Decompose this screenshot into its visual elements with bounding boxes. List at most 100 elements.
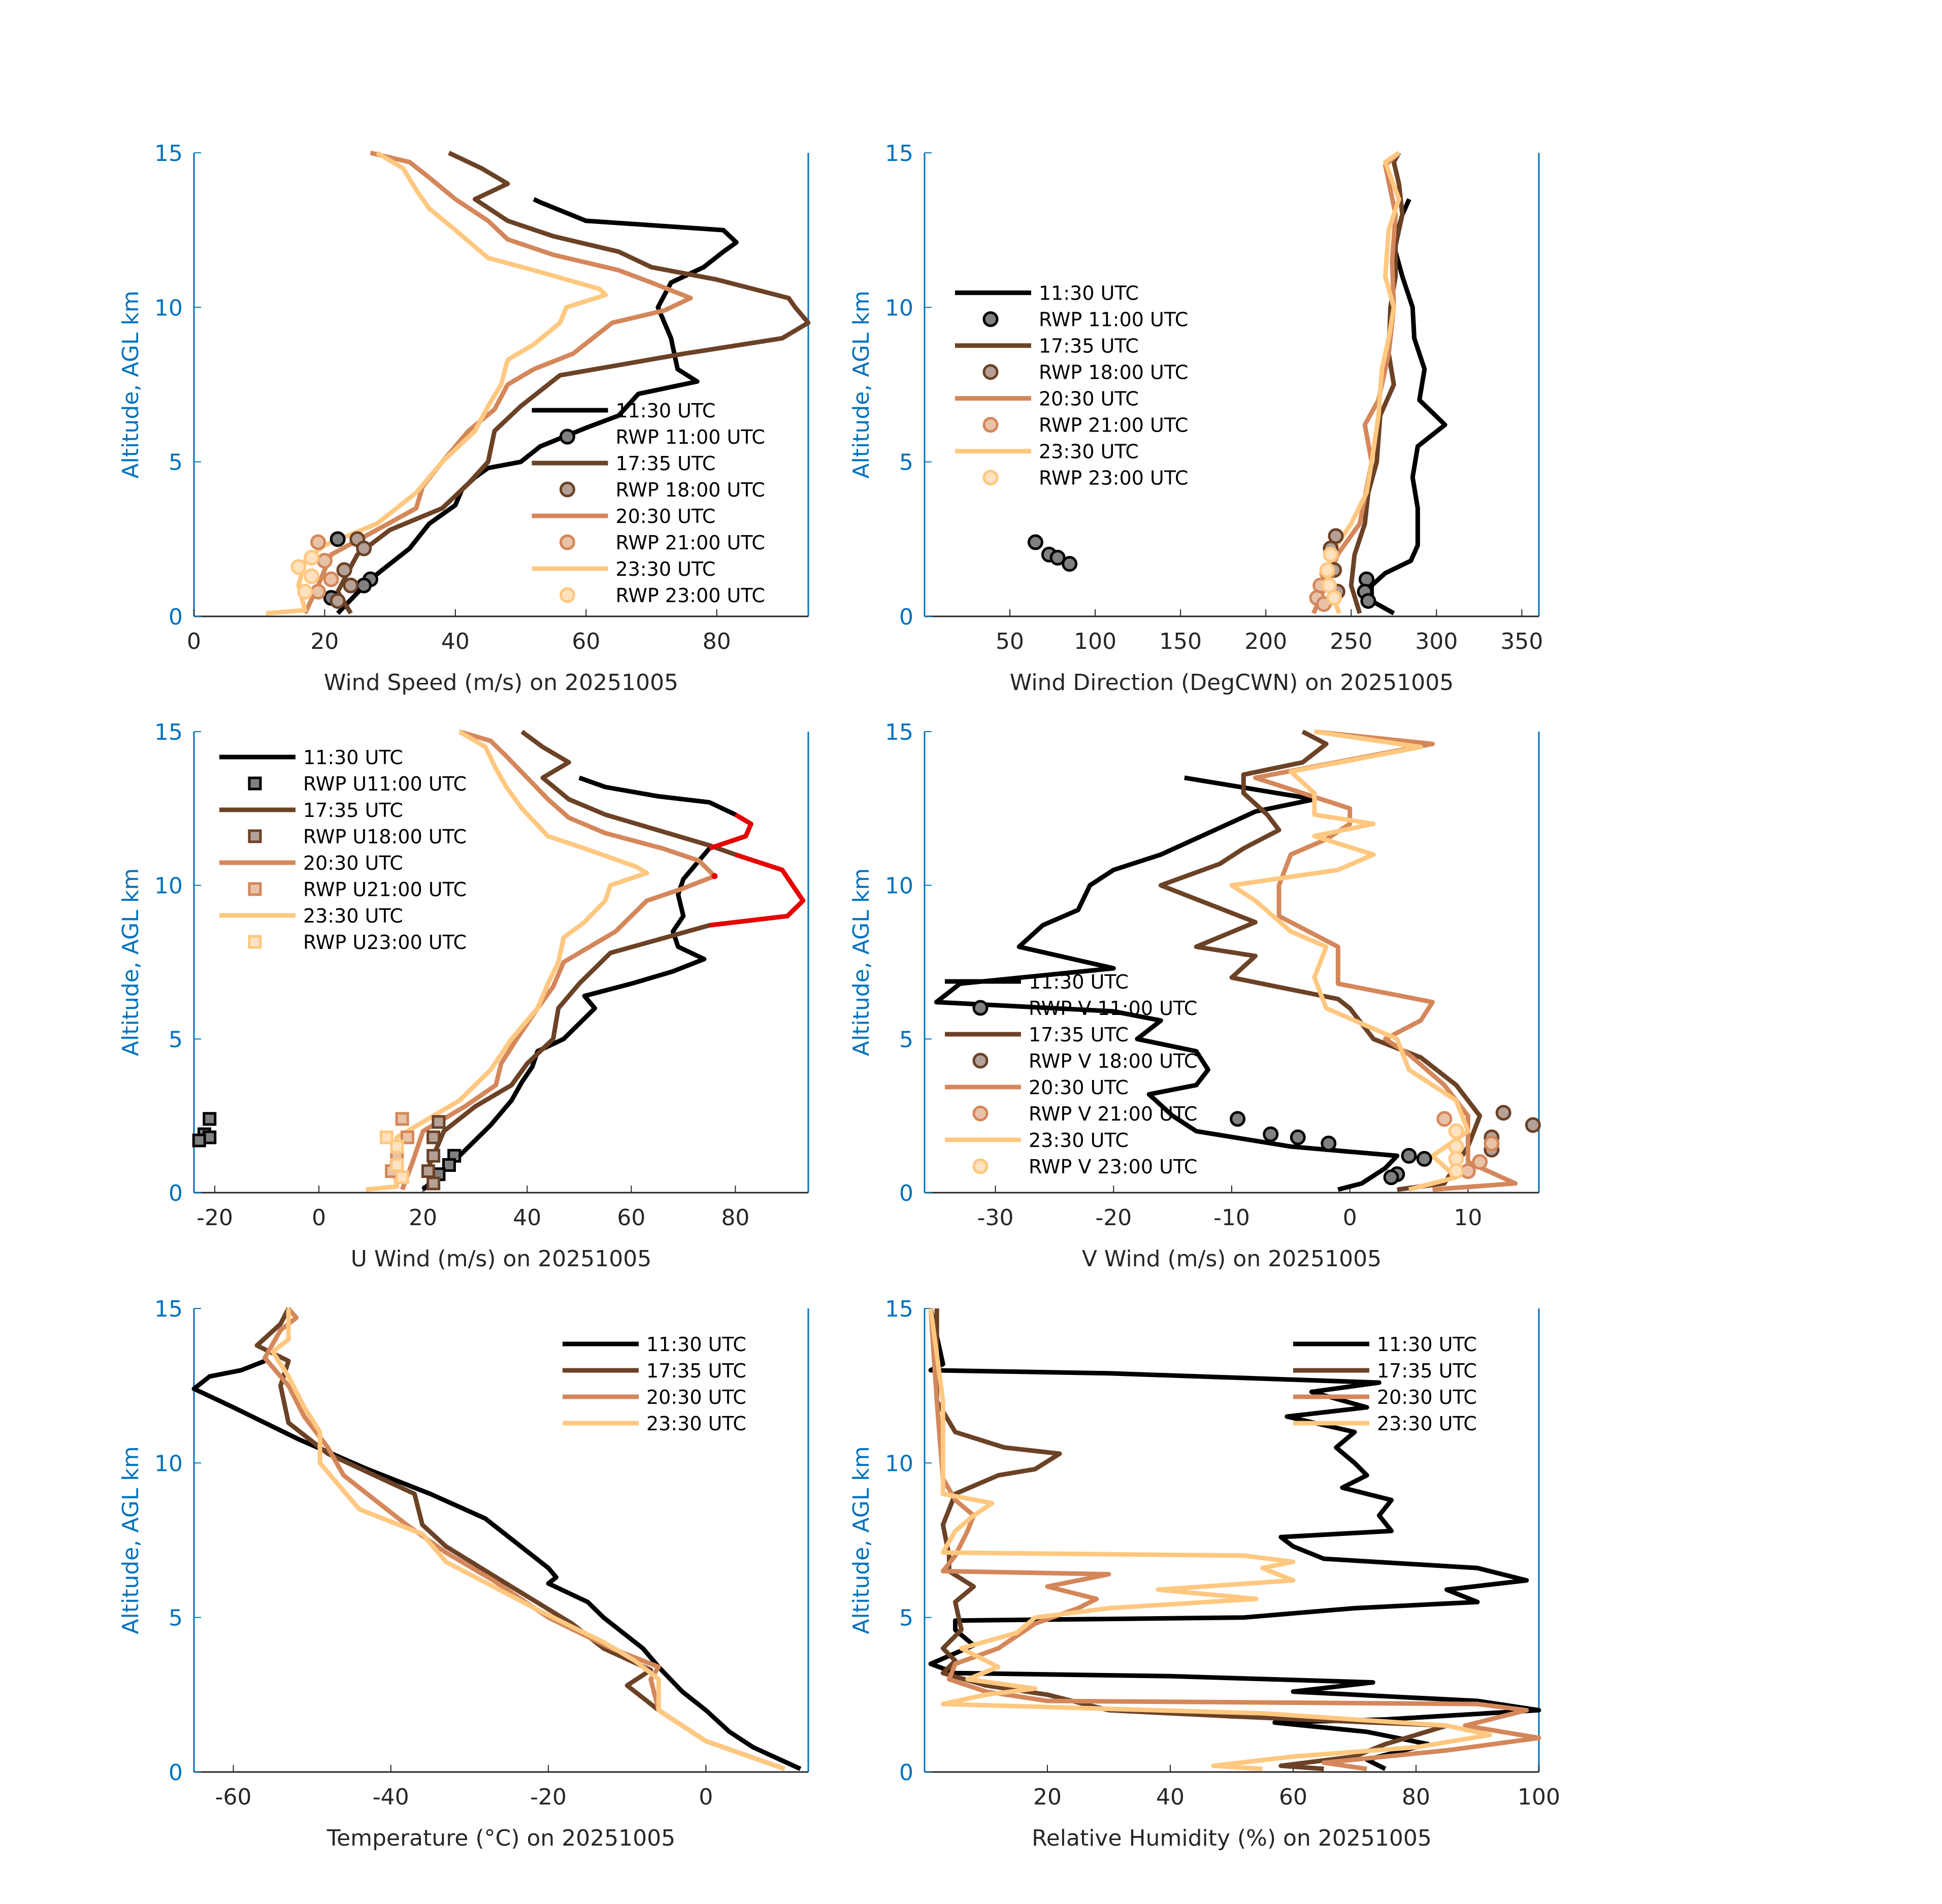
- u-wind-rwp-marker: [379, 1130, 393, 1144]
- v-wind-legend-marker: [972, 1105, 989, 1122]
- wind-direction-x-label: Wind Direction (DegCWN) on 20251005: [1010, 670, 1454, 696]
- wind-speed-rwp-marker: [356, 577, 372, 594]
- u-wind-rwp-marker: [192, 1133, 206, 1147]
- temperature-y-tick-label: 0: [169, 1760, 183, 1786]
- panel-temperature: -60 -40 -20 0 0 5 10 15 Temperature (°C) on 2025…: [118, 1296, 809, 1851]
- v-wind-rwp-marker: [1230, 1111, 1246, 1127]
- temperature-legend: 11:30 UTC 17:35 UTC 20:30 UTC 23:30 UTC: [563, 1333, 746, 1435]
- wind-direction-rwp-marker: [1323, 546, 1339, 563]
- u-wind-y-tick-label: 5: [169, 1027, 183, 1053]
- wind-speed-rwp-marker: [290, 559, 307, 575]
- temperature-x-tick-label: -20: [530, 1784, 567, 1810]
- u-wind-legend-marker: [248, 776, 262, 791]
- v-wind-rwp-marker: [1472, 1154, 1488, 1170]
- u-wind-x-tick-label: 80: [721, 1205, 749, 1231]
- v-wind-rwp-marker: [1383, 1169, 1399, 1186]
- v-wind-x-tick-label: 10: [1454, 1205, 1482, 1231]
- v-wind-legend-label: 20:30 UTC: [1029, 1076, 1129, 1099]
- v-wind-legend-label: RWP V 18:00 UTC: [1029, 1050, 1197, 1072]
- v-wind-x-label: V Wind (m/s) on 20251005: [1082, 1246, 1381, 1272]
- wind-direction-x-tick-label: 150: [1159, 629, 1202, 654]
- relative-humidity-legend-label: 11:30 UTC: [1377, 1333, 1477, 1356]
- wind-speed-legend-marker: [559, 429, 575, 445]
- wind-direction-legend-marker: [982, 417, 999, 433]
- wind-speed-rwp-marker: [310, 534, 326, 550]
- u-wind-legend-label: RWP U11:00 UTC: [303, 773, 467, 795]
- u-wind-rwp-marker: [426, 1176, 441, 1191]
- u-wind-legend-label: 17:35 UTC: [303, 799, 403, 822]
- v-wind-x-tick-label: -30: [977, 1205, 1014, 1231]
- v-wind-y-tick-label: 15: [885, 719, 913, 745]
- wind-direction-x-tick-label: 250: [1330, 629, 1372, 654]
- u-wind-y-tick-label: 15: [154, 719, 183, 745]
- v-wind-y-label: Altitude, AGL km: [848, 868, 874, 1056]
- v-wind-x-tick-label: -20: [1095, 1205, 1132, 1231]
- wind-direction-rwp-marker: [1319, 562, 1335, 578]
- v-wind-rwp-marker: [1401, 1147, 1417, 1164]
- wind-direction-legend-label: RWP 21:00 UTC: [1039, 414, 1188, 437]
- v-wind-rwp-marker: [1436, 1111, 1453, 1127]
- wind-direction-legend-marker: [982, 364, 999, 380]
- relative-humidity-series-2330: [928, 1308, 1492, 1771]
- temperature-plot-area: [191, 1307, 802, 1771]
- relative-humidity-x-label: Relative Humidity (%) on 20251005: [1032, 1825, 1432, 1851]
- temperature-y-tick-label: 5: [169, 1605, 183, 1631]
- v-wind-legend-label: 23:30 UTC: [1029, 1129, 1129, 1152]
- u-wind-legend-marker: [248, 935, 262, 949]
- v-wind-plot-area: [934, 729, 1541, 1192]
- wind-speed-rwp-marker: [304, 549, 320, 566]
- u-wind-rwp-marker: [390, 1158, 404, 1172]
- panel-u-wind: -20 0 20 40 60 80 0 5 10 15 U Wind (m/s) on 202510…: [118, 719, 809, 1272]
- wind-direction-series-2330: [1327, 151, 1401, 614]
- u-wind-rwp-marker: [421, 1164, 435, 1178]
- wind-speed-rwp-marker: [323, 571, 339, 587]
- wind-direction-legend-label: 20:30 UTC: [1039, 388, 1139, 410]
- v-wind-legend-label: 17:35 UTC: [1029, 1024, 1129, 1046]
- wind-speed-y-tick-label: 15: [154, 141, 183, 167]
- v-wind-rwp-marker: [1448, 1163, 1464, 1179]
- wind-speed-x-tick-label: 20: [310, 629, 339, 654]
- u-wind-legend-label: RWP U21:00 UTC: [303, 878, 467, 901]
- temperature-series-2030: [262, 1307, 785, 1771]
- v-wind-x-tick-label: -10: [1213, 1205, 1250, 1231]
- wind-speed-legend-label: 20:30 UTC: [616, 505, 716, 528]
- u-wind-rwp-marker: [400, 1130, 414, 1144]
- temperature-series-1130: [191, 1359, 802, 1771]
- relative-humidity-series-1735: [934, 1308, 1449, 1771]
- relative-humidity-y-tick-label: 5: [899, 1605, 913, 1631]
- wind-direction-legend-marker: [982, 311, 999, 327]
- u-wind-rwp-marker: [395, 1112, 409, 1126]
- v-wind-y-tick-label: 5: [899, 1027, 913, 1053]
- wind-speed-legend-label: RWP 11:00 UTC: [616, 426, 765, 448]
- u-wind-rwp-marker: [395, 1170, 409, 1185]
- wind-speed-rwp-marker: [330, 593, 346, 609]
- relative-humidity-legend-label: 23:30 UTC: [1377, 1413, 1477, 1435]
- wind-speed-legend-marker: [559, 481, 575, 498]
- temperature-y-tick-label: 10: [154, 1451, 183, 1476]
- u-wind-y-tick-label: 0: [169, 1180, 183, 1206]
- v-wind-series-2330: [1229, 729, 1470, 1192]
- u-wind-highlight-mark: [711, 873, 718, 879]
- temperature-legend-label: 17:35 UTC: [646, 1360, 746, 1382]
- u-wind-x-label: U Wind (m/s) on 20251005: [351, 1246, 651, 1272]
- temperature-x-tick-label: -40: [373, 1784, 409, 1810]
- wind-direction-legend-label: RWP 23:00 UTC: [1039, 467, 1188, 489]
- wind-speed-rwp-marker: [336, 562, 352, 578]
- u-wind-y-tick-label: 10: [154, 873, 183, 899]
- u-wind-highlight-segment: [708, 812, 753, 851]
- temperature-x-label: Temperature (°C) on 20251005: [326, 1825, 676, 1851]
- u-wind-highlight-segment: [709, 852, 806, 928]
- v-wind-rwp-marker: [1448, 1123, 1464, 1139]
- wind-speed-rwp-marker: [304, 568, 320, 584]
- panel-v-wind: -30 -20 -10 0 10 0 5 10 15 V Wind (m/s) on 202510…: [848, 719, 1541, 1272]
- wind-speed-legend-label: RWP 23:00 UTC: [616, 584, 765, 607]
- wind-speed-legend: 11:30 UTC RWP 11:00 UTC 17:35 UTC RWP 18:00…: [532, 400, 765, 607]
- relative-humidity-legend-label: 20:30 UTC: [1377, 1386, 1477, 1408]
- relative-humidity-y-label: Altitude, AGL km: [848, 1446, 874, 1634]
- u-wind-rwp-marker: [203, 1112, 217, 1126]
- v-wind-legend-label: RWP V 21:00 UTC: [1029, 1103, 1197, 1125]
- u-wind-legend: 11:30 UTC RWP U11:00 UTC 17:35 UTC RWP U18:…: [219, 746, 467, 954]
- wind-speed-legend-marker: [559, 534, 575, 550]
- wind-speed-rwp-marker: [297, 583, 313, 600]
